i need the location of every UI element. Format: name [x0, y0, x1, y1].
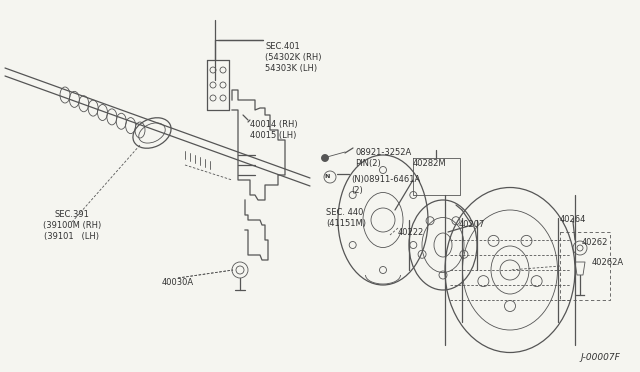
Text: N: N [324, 174, 330, 180]
Text: SEC. 440
(41151M): SEC. 440 (41151M) [326, 208, 366, 228]
Text: 40262A: 40262A [592, 258, 624, 267]
Text: 40282M: 40282M [413, 158, 447, 167]
Text: 40030A: 40030A [162, 278, 194, 287]
Text: (N)08911-6461A
(2): (N)08911-6461A (2) [351, 175, 420, 195]
Text: SEC.401
(54302K (RH)
54303K (LH): SEC.401 (54302K (RH) 54303K (LH) [265, 42, 321, 73]
Text: J-00007F: J-00007F [580, 353, 620, 362]
Text: 40222: 40222 [398, 228, 424, 237]
Circle shape [321, 154, 328, 161]
Text: 08921-3252A
PIN(2): 08921-3252A PIN(2) [355, 148, 412, 168]
Text: 40264: 40264 [560, 215, 586, 224]
Text: 40207: 40207 [459, 220, 485, 229]
Text: SEC.391
(39100M (RH)
(39101   (LH): SEC.391 (39100M (RH) (39101 (LH) [43, 210, 101, 241]
Text: 40262: 40262 [582, 238, 609, 247]
Text: 40014 (RH)
40015 (LH): 40014 (RH) 40015 (LH) [250, 120, 298, 140]
